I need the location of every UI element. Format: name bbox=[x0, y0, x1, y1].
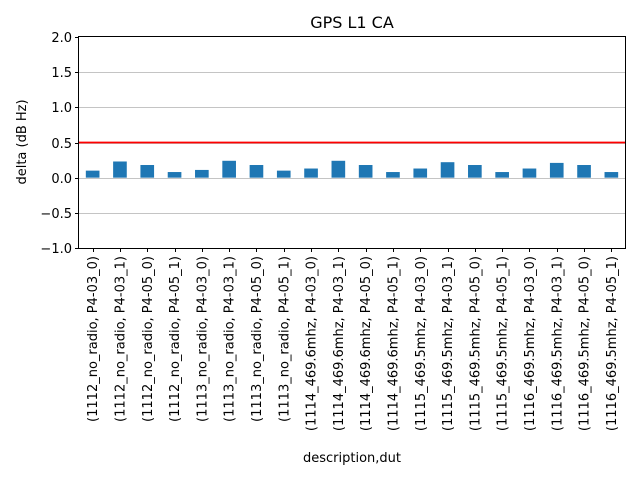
bar bbox=[468, 165, 482, 178]
x-tick-label: (1115_469.5mhz, P4-05_1) bbox=[496, 256, 511, 431]
bars-layer bbox=[85, 160, 619, 178]
x-tick-label: (1113_no_radio, P4-03_1) bbox=[223, 256, 238, 422]
x-tick-label: (1112_no_radio, P4-05_1) bbox=[168, 256, 183, 422]
bar bbox=[304, 168, 318, 178]
y-tick-label: 1.5 bbox=[51, 66, 72, 81]
bar bbox=[549, 162, 564, 178]
bar bbox=[276, 170, 291, 178]
x-axis: (1112_no_radio, P4-03_0) (1112_no_radio, … bbox=[86, 248, 620, 431]
x-tick-label: (1114_469.6mhz, P4-03_1) bbox=[332, 256, 347, 431]
bar bbox=[249, 165, 264, 178]
bar bbox=[358, 165, 373, 178]
x-tick-label: (1113_no_radio, P4-03_0) bbox=[195, 256, 210, 422]
y-tick-label: 1.0 bbox=[51, 101, 72, 116]
grid-layer bbox=[79, 72, 625, 214]
y-tick-label: 0.5 bbox=[51, 137, 72, 152]
plot-frame bbox=[78, 36, 626, 249]
bar bbox=[604, 172, 619, 178]
x-tick-label: (1116_469.5mhz, P4-03_0) bbox=[523, 256, 538, 431]
y-tick-label: 0.0 bbox=[51, 172, 72, 187]
y-tick-label: −1.0 bbox=[40, 242, 72, 257]
x-tick-label: (1113_no_radio, P4-05_0) bbox=[250, 256, 265, 422]
y-tick-label: 2.0 bbox=[51, 31, 72, 46]
bar bbox=[386, 172, 400, 178]
x-tick-label: (1114_469.6mhz, P4-03_0) bbox=[305, 256, 320, 431]
bar bbox=[577, 165, 591, 178]
y-tick-label: −0.5 bbox=[40, 207, 72, 222]
x-tick-label: (1112_no_radio, P4-05_0) bbox=[141, 256, 156, 422]
bar bbox=[222, 160, 236, 178]
y-axis: −1.0 −0.5 0.0 0.5 1.0 1.5 2.0 bbox=[40, 31, 79, 257]
bar bbox=[85, 170, 100, 178]
x-tick-label: (1115_469.5mhz, P4-05_0) bbox=[468, 256, 483, 431]
x-tick-label: (1113_no_radio, P4-05_1) bbox=[277, 256, 292, 422]
bar bbox=[522, 168, 537, 178]
x-tick-label: (1115_469.5mhz, P4-03_1) bbox=[441, 256, 456, 431]
x-tick-label: (1114_469.6mhz, P4-05_0) bbox=[359, 256, 374, 431]
x-tick-label: (1114_469.6mhz, P4-05_1) bbox=[386, 256, 401, 431]
bar bbox=[440, 162, 455, 178]
x-axis-title: description,dut bbox=[303, 451, 401, 466]
bar bbox=[331, 160, 346, 178]
bar bbox=[113, 161, 127, 178]
chart-title: GPS L1 CA bbox=[310, 13, 394, 32]
bar bbox=[140, 165, 155, 178]
bar bbox=[495, 172, 509, 178]
y-axis-title: delta (dB Hz) bbox=[15, 99, 30, 184]
x-tick-label: (1115_469.5mhz, P4-03_0) bbox=[414, 256, 429, 431]
x-tick-label: (1116_469.5mhz, P4-05_1) bbox=[605, 256, 620, 431]
bar bbox=[413, 168, 428, 178]
x-tick-label: (1112_no_radio, P4-03_1) bbox=[113, 256, 128, 422]
bar bbox=[167, 172, 182, 178]
bar bbox=[195, 169, 209, 178]
x-tick-label: (1112_no_radio, P4-03_0) bbox=[86, 256, 101, 422]
x-tick-label: (1116_469.5mhz, P4-05_0) bbox=[578, 256, 593, 431]
x-tick-label: (1116_469.5mhz, P4-03_1) bbox=[550, 256, 565, 431]
